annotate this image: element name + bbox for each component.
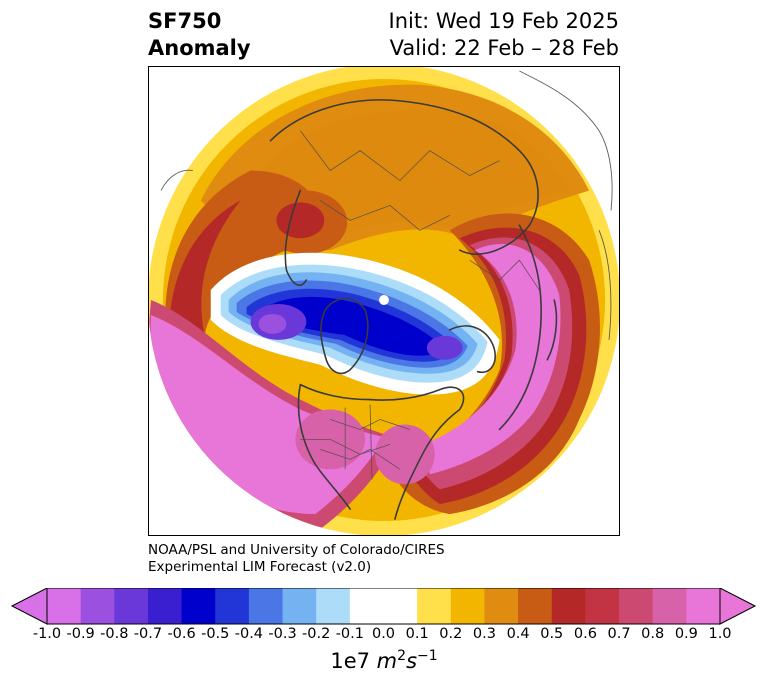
coast-alaska	[448, 325, 496, 374]
colorbar-tick-label: -0.4	[234, 626, 264, 642]
coast-north-america	[299, 383, 465, 520]
units-m-exp: 2	[397, 648, 407, 664]
units-m: m	[376, 649, 398, 673]
colorbar-cell	[248, 588, 284, 624]
colorbar-tick-label: -0.8	[100, 626, 129, 642]
colorbar-tick-label: 0.9	[674, 626, 698, 642]
colorbar-tick-label: -0.6	[167, 626, 196, 642]
chart-title: SF750 Anomaly	[148, 8, 251, 62]
colorbar-tick-label: 0.8	[641, 626, 665, 642]
credit-text: NOAA/PSL and University of Colorado/CIRE…	[148, 542, 445, 576]
colorbar-tick-label: 1.0	[708, 626, 732, 642]
border-line	[300, 130, 500, 182]
credit-line-1: NOAA/PSL and University of Colorado/CIRE…	[148, 542, 445, 558]
colorbar-cells	[47, 588, 721, 624]
pole-marker	[379, 295, 389, 305]
central-navy-core	[260, 296, 444, 356]
colorbar-extend-high	[719, 588, 757, 625]
colorbar-tick-label: 0.6	[573, 626, 597, 642]
colorbar-tick-label: 0.2	[439, 626, 463, 642]
coast-japan	[546, 299, 558, 361]
colorbar-tick-label: -0.5	[201, 626, 230, 642]
colorbar-tick-label: 0.1	[405, 626, 429, 642]
se-magenta-blob	[375, 424, 435, 485]
coast-east-asia	[498, 224, 542, 431]
colorbar-outline	[46, 588, 721, 625]
colorbar-extend-low	[10, 588, 48, 625]
colorbar-cell	[147, 588, 183, 624]
units-base: 1e7	[330, 649, 370, 673]
colorbar	[10, 588, 757, 625]
coast-west-na	[297, 383, 351, 510]
east-purple-core	[426, 335, 463, 360]
polar-map	[148, 66, 620, 536]
colorbar-tick-label: 0.3	[472, 626, 496, 642]
colorbar-cell	[316, 588, 351, 624]
init-date: Init: Wed 19 Feb 2025	[388, 9, 619, 33]
colorbar-cell	[518, 588, 553, 624]
colorbar-cell	[215, 588, 250, 624]
colorbar-tick-label: -1.0	[32, 626, 62, 642]
colorbar-ticks: -1.0 -0.9 -0.8 -0.7 -0.6 -0.5 -0.4 -0.3 -0.2 -0.1…	[0, 626, 768, 646]
coast-scandinavia	[284, 189, 308, 287]
coast-outer-e	[598, 230, 612, 340]
colorbar-cell	[417, 588, 452, 624]
colorbar-cell	[383, 588, 418, 624]
colorbar-tick-label: -0.7	[133, 626, 163, 642]
west-violet-core	[258, 313, 287, 334]
colorbar-tick-label: -0.2	[302, 626, 331, 642]
outer-coastlines	[160, 70, 613, 340]
border-line	[369, 404, 373, 480]
units-s-exp: −1	[417, 648, 438, 664]
border-line	[469, 259, 540, 291]
colorbar-tick-label: 0.0	[371, 626, 396, 642]
colorbar-tick-label: 0.5	[540, 626, 564, 642]
colorbar-cell	[585, 588, 620, 624]
title-field: Anomaly	[148, 36, 251, 60]
units-s: s	[406, 649, 418, 673]
colorbar-cell	[619, 588, 654, 624]
colorbar-cell	[181, 588, 216, 624]
colorbar-tick-label: -0.9	[66, 626, 95, 642]
colorbar-cell	[686, 588, 721, 624]
borders	[300, 130, 540, 480]
coast-greenland	[320, 297, 369, 375]
coast-outer-ne	[519, 70, 613, 211]
colorbar-tick-label: 0.4	[506, 626, 530, 642]
colorbar-cell	[282, 588, 317, 624]
title-variable: SF750	[148, 9, 222, 33]
coastlines	[269, 99, 558, 520]
colorbar-units: 1e7 m2s−1	[0, 648, 768, 673]
coast-eurasia-north	[269, 99, 539, 255]
nw-red-core	[276, 202, 325, 239]
valid-range: Valid: 22 Feb – 28 Feb	[389, 36, 619, 60]
colorbar-cell	[484, 588, 519, 624]
colorbar-tick-label: -0.3	[268, 626, 297, 642]
colorbar-cell	[551, 588, 586, 624]
border-line	[300, 439, 391, 455]
anomaly-field	[149, 67, 619, 535]
colorbar-cell	[80, 588, 115, 624]
forecast-dates: Init: Wed 19 Feb 2025 Valid: 22 Feb – 28…	[389, 8, 619, 62]
credit-line-2: Experimental LIM Forecast (v2.0)	[148, 559, 372, 575]
colorbar-cell	[652, 588, 687, 624]
colorbar-tick-label: -0.1	[335, 626, 364, 642]
coast-outer-nw	[160, 169, 193, 191]
colorbar-cell	[47, 588, 82, 624]
colorbar-cell	[450, 588, 485, 624]
colorbar-cell	[114, 588, 149, 624]
border-line	[320, 200, 450, 231]
colorbar-tick-label: 0.7	[607, 626, 631, 642]
east-magenta-core	[422, 244, 561, 475]
colorbar-cell	[349, 588, 384, 624]
anomaly-map-svg	[149, 67, 619, 535]
